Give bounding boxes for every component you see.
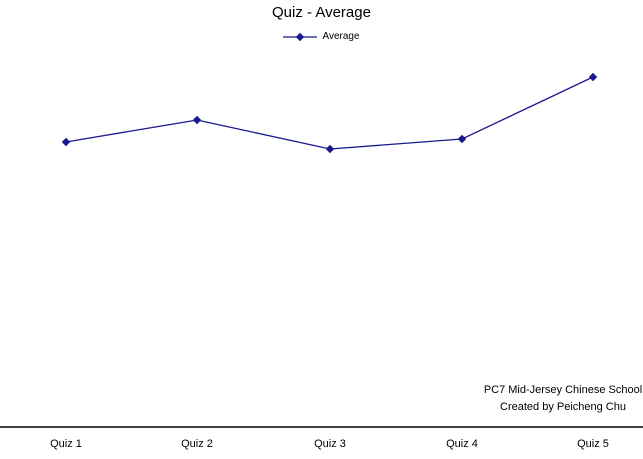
x-axis-label: Quiz 3 xyxy=(314,438,346,450)
credit-line-2: Created by Peicheng Chu xyxy=(500,401,626,413)
series-line-average xyxy=(65,76,594,150)
data-point-marker xyxy=(192,115,202,125)
chart-title: Quiz - Average xyxy=(272,4,371,21)
legend: Average xyxy=(0,31,643,42)
x-axis-label: Quiz 5 xyxy=(577,438,609,450)
credit-line-1: PC7 Mid-Jersey Chinese School xyxy=(483,384,643,396)
data-point-marker xyxy=(457,134,467,144)
legend-line-marker-icon xyxy=(283,32,318,41)
x-axis-label: Quiz 2 xyxy=(181,438,213,450)
credit-text: PC7 Mid-Jersey Chinese School Created by… xyxy=(483,382,643,416)
data-point-marker xyxy=(325,144,335,154)
legend-label: Average xyxy=(322,31,360,42)
data-point-marker xyxy=(588,72,598,82)
x-axis-label: Quiz 4 xyxy=(446,438,478,450)
x-axis-label: Quiz 1 xyxy=(50,438,82,450)
data-point-marker xyxy=(61,137,71,147)
